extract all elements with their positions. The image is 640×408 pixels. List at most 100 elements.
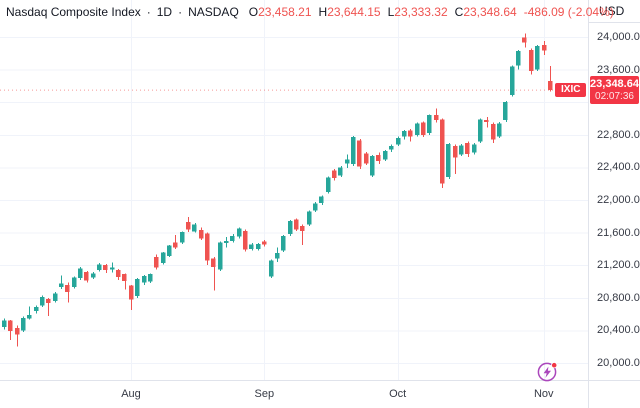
price-scale-label: 22,000.00 bbox=[597, 194, 640, 206]
last-price-badge: 23,348.64 02:07:36 bbox=[590, 76, 639, 105]
candle bbox=[472, 142, 477, 155]
candle bbox=[275, 247, 280, 262]
candle bbox=[27, 306, 32, 320]
legend-symbol-title[interactable]: Nasdaq Composite Index bbox=[6, 5, 141, 19]
price-scale-label: 22,800.00 bbox=[597, 128, 640, 141]
currency-label[interactable]: USD bbox=[599, 4, 625, 18]
legend-open: O23,458.21 bbox=[248, 5, 312, 19]
candle bbox=[129, 284, 134, 311]
last-price-value: 23,348.64 bbox=[590, 78, 639, 91]
candle bbox=[161, 251, 166, 265]
price-scale-label: 24,000.00 bbox=[597, 31, 640, 43]
time-scale-label: Nov bbox=[533, 388, 554, 400]
candle bbox=[199, 227, 204, 240]
axis-corner-divider bbox=[588, 381, 589, 408]
candle bbox=[376, 152, 381, 165]
currency-divider bbox=[589, 22, 640, 23]
candle bbox=[2, 318, 7, 330]
candle bbox=[421, 121, 426, 138]
candle bbox=[97, 262, 102, 272]
time-scale[interactable]: Aug Sep Oct Nov bbox=[0, 380, 640, 408]
candle bbox=[548, 66, 553, 92]
candle bbox=[103, 263, 108, 273]
candle bbox=[186, 217, 191, 232]
candle bbox=[192, 223, 197, 233]
candle bbox=[173, 235, 178, 249]
candle bbox=[402, 129, 407, 140]
candle bbox=[478, 118, 483, 143]
candle bbox=[345, 154, 350, 169]
legend-high: H23,644.15 bbox=[318, 5, 381, 19]
candle bbox=[408, 129, 413, 142]
candle bbox=[243, 229, 248, 252]
candle bbox=[459, 143, 464, 156]
legend-close: C23,348.64 bbox=[454, 5, 517, 19]
candles-series bbox=[2, 33, 553, 347]
candle bbox=[491, 122, 496, 143]
candle bbox=[319, 195, 324, 205]
candle bbox=[237, 227, 242, 239]
candle bbox=[529, 48, 534, 75]
legend-exchange[interactable]: NASDAQ bbox=[188, 5, 239, 19]
time-scale-label: Aug bbox=[121, 388, 141, 400]
candle bbox=[230, 233, 235, 243]
candle bbox=[383, 149, 388, 161]
candle bbox=[211, 257, 216, 291]
price-scale-label: 21,200.00 bbox=[597, 259, 640, 272]
candle bbox=[142, 274, 147, 285]
candle bbox=[453, 144, 458, 174]
candle bbox=[53, 292, 58, 303]
candle bbox=[522, 33, 527, 48]
candle bbox=[116, 268, 121, 280]
candle bbox=[180, 231, 185, 245]
candle bbox=[46, 297, 51, 317]
legend-separator: · bbox=[146, 5, 151, 19]
candle bbox=[15, 325, 20, 347]
candle bbox=[59, 275, 64, 289]
candle bbox=[249, 243, 254, 251]
candle bbox=[72, 276, 77, 289]
candle bbox=[484, 116, 489, 128]
candle bbox=[34, 305, 39, 314]
price-chart-canvas[interactable] bbox=[0, 0, 588, 380]
candle bbox=[332, 169, 337, 181]
candle bbox=[40, 295, 45, 307]
candle bbox=[389, 144, 394, 152]
candle bbox=[269, 259, 274, 279]
candle bbox=[307, 210, 312, 227]
candle bbox=[281, 235, 286, 253]
candle bbox=[135, 278, 140, 298]
candle bbox=[84, 270, 89, 283]
flash-circle-button[interactable] bbox=[535, 359, 560, 384]
candle bbox=[288, 219, 293, 236]
candle bbox=[446, 142, 451, 179]
legend-interval[interactable]: 1D bbox=[156, 5, 173, 19]
price-scale-label: 22,400.00 bbox=[597, 161, 640, 174]
candle bbox=[415, 122, 420, 137]
candle bbox=[396, 136, 401, 147]
price-scale-label: 23,600.00 bbox=[597, 63, 640, 76]
candle bbox=[8, 319, 13, 340]
candle bbox=[503, 100, 508, 122]
symbol-price-tag: IXIC bbox=[555, 83, 587, 98]
price-scale-label: 20,800.00 bbox=[597, 291, 640, 304]
candle bbox=[510, 65, 515, 97]
candle bbox=[21, 316, 26, 333]
candle bbox=[313, 202, 318, 213]
lightning-icon bbox=[537, 362, 558, 382]
time-scale-label: Sep bbox=[254, 388, 275, 400]
legend-separator: · bbox=[178, 5, 183, 19]
candle bbox=[65, 282, 70, 303]
notification-dot bbox=[551, 362, 558, 369]
price-scale[interactable]: USD 24,000.00 23,600.00 22,800.00 22,400.00… bbox=[588, 0, 640, 380]
candle bbox=[351, 136, 356, 166]
time-scale-label: Oct bbox=[389, 388, 407, 400]
candle bbox=[326, 176, 331, 194]
candle bbox=[535, 45, 540, 72]
price-scale-label: 21,600.00 bbox=[597, 226, 640, 239]
candle bbox=[224, 237, 229, 248]
candle bbox=[91, 272, 96, 280]
candle bbox=[218, 241, 223, 271]
candle bbox=[167, 244, 172, 258]
candle bbox=[370, 154, 375, 178]
